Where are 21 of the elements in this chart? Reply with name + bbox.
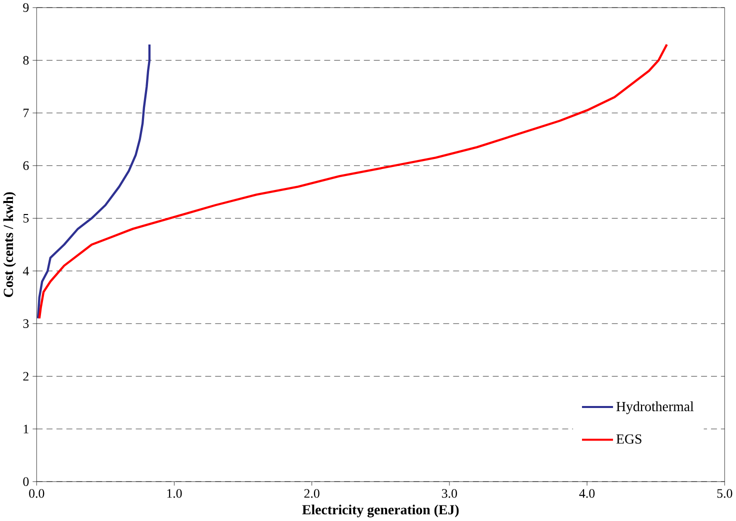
y-tick-label: 5 [23, 214, 29, 223]
x-tick-label: 4.0 [579, 489, 595, 498]
y-axis-title: Cost (cents / kwh) [3, 192, 16, 298]
x-axis-title: Electricity generation (EJ) [302, 504, 459, 518]
line-series [36, 44, 151, 320]
x-tick-label: 3.0 [442, 489, 457, 498]
legend-label: EGS [616, 434, 642, 444]
y-tick-label: 7 [24, 108, 29, 118]
y-tick-label: 4 [22, 266, 29, 276]
y-tick-label: 8 [23, 56, 29, 65]
x-tick-label: 1.0 [167, 489, 182, 498]
y-tick-label: 9 [23, 3, 29, 12]
x-tick-label: 0.0 [29, 489, 44, 498]
y-tick-label: 0 [23, 477, 29, 486]
y-tick-label: 1 [24, 424, 28, 434]
y-tick-label: 3 [23, 319, 29, 328]
y-tick-label: 6 [23, 161, 29, 170]
legend-label: Hydrothermal [616, 402, 694, 414]
y-tick-label: 2 [23, 372, 28, 381]
x-tick-label: 2.0 [304, 489, 320, 498]
x-tick-label: 5.0 [717, 489, 732, 498]
